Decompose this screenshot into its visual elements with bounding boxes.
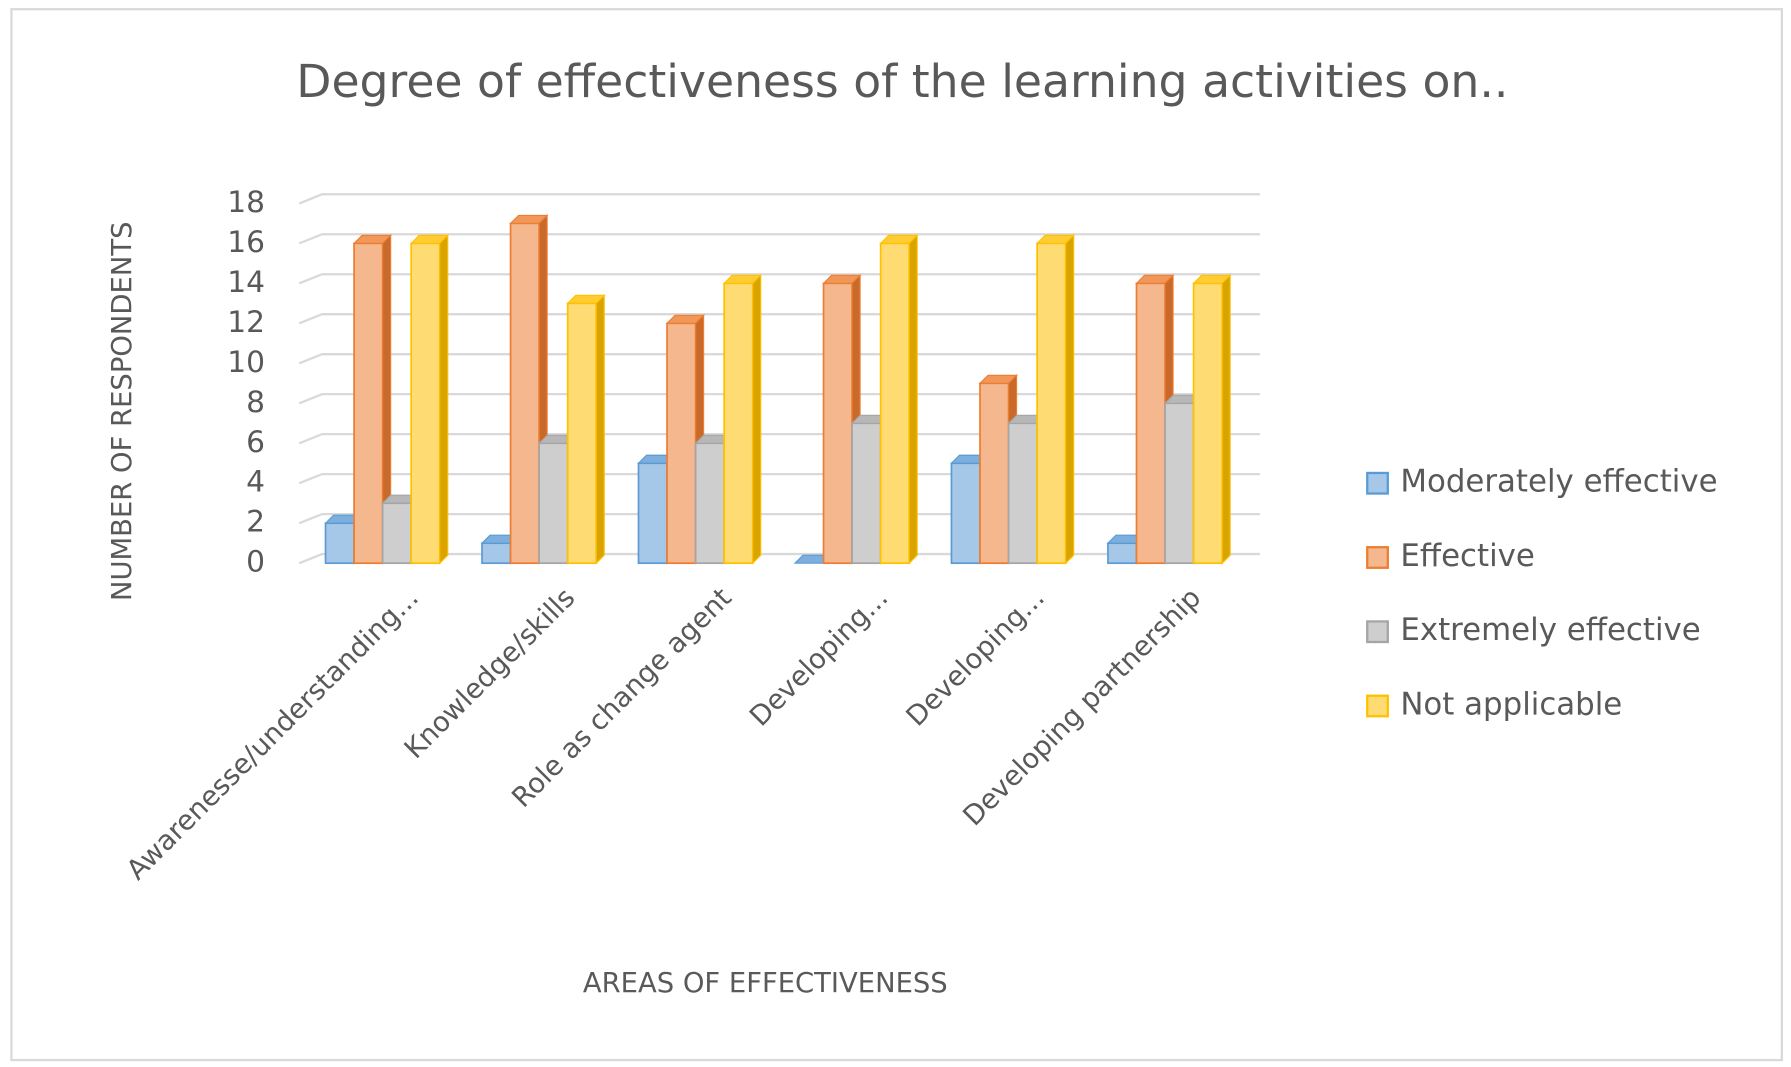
y-tick-label: 12 [227, 305, 265, 340]
legend-swatch [1366, 471, 1389, 495]
legend-label: Extremely effective [1400, 612, 1700, 648]
bar-side [752, 273, 762, 565]
bar-front [637, 462, 668, 565]
chart-title: Degree of effectiveness of the learning … [296, 55, 1508, 108]
bar-front [538, 442, 569, 565]
bar-front [879, 242, 911, 565]
legend-label: Not applicable [1400, 686, 1622, 722]
bar [722, 273, 763, 565]
x-axis-title: AREAS OF EFFECTIVENESS [583, 968, 948, 999]
bar-side [908, 234, 918, 565]
legend-swatch [1366, 620, 1389, 644]
bar-front [566, 302, 598, 565]
bar-front [1192, 282, 1224, 565]
y-tick-label: 6 [246, 425, 265, 460]
bar-front [324, 522, 355, 565]
grid-line [298, 552, 1260, 565]
legend-label: Moderately effective [1400, 464, 1717, 500]
bar-front [723, 282, 754, 565]
y-tick-label: 10 [227, 345, 265, 380]
bar [1192, 273, 1232, 565]
legend-swatch [1366, 546, 1389, 569]
grid-line [298, 273, 1260, 285]
bar-front [381, 502, 413, 565]
bar-side [1221, 273, 1231, 565]
grid-line [298, 512, 1260, 525]
bar [409, 234, 450, 565]
legend-swatch [1366, 694, 1389, 718]
bar [1035, 234, 1076, 565]
bar-front [950, 462, 981, 565]
y-tick-label: 8 [246, 385, 265, 420]
bar-front [979, 382, 1010, 565]
y-tick-label: 0 [246, 545, 265, 580]
bar-front [1107, 542, 1138, 565]
legend-label: Effective [1400, 538, 1535, 574]
grid-line [298, 432, 1260, 445]
bar-side [1065, 234, 1075, 565]
bar [879, 234, 919, 565]
bar-front [353, 242, 384, 565]
bar-front [410, 242, 441, 565]
bar-front [851, 422, 882, 565]
bar-front [1007, 422, 1038, 565]
y-tick-label: 18 [227, 185, 265, 220]
bar-front [1036, 242, 1067, 565]
grid-line [298, 233, 1260, 245]
bar-front [666, 322, 697, 565]
y-tick-label: 4 [246, 465, 265, 500]
bar-side [595, 293, 605, 565]
grid-line [298, 393, 1260, 405]
bar [352, 234, 393, 565]
bar-front [822, 282, 853, 565]
bar-side [439, 234, 449, 565]
y-tick-label: 14 [227, 265, 265, 300]
grid-line [298, 193, 1260, 205]
bar-front [1135, 282, 1166, 565]
bar-front [1164, 402, 1195, 565]
bar-front [509, 222, 540, 565]
grid-line [298, 313, 1260, 325]
grid-line [298, 472, 1260, 485]
y-tick-label: 2 [246, 505, 265, 540]
bar-front [694, 442, 726, 565]
grid-line [298, 353, 1260, 365]
bar-front [481, 542, 512, 565]
y-axis-title: NUMBER OF RESPONDENTS [107, 222, 138, 602]
y-tick-label: 16 [227, 225, 265, 260]
bar [566, 293, 606, 565]
